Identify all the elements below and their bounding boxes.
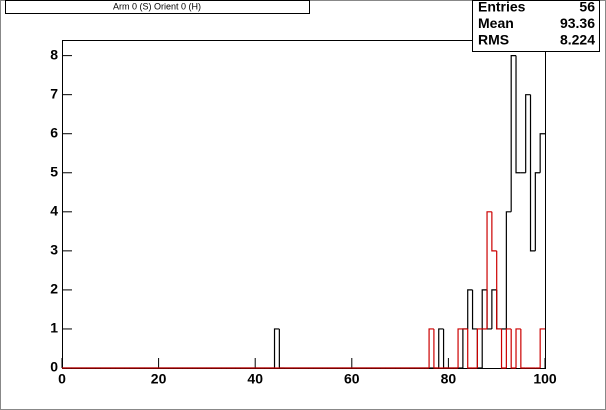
histogram-step [539,133,545,173]
histogram-step [457,328,463,368]
stats-box [472,0,600,52]
stats-value: 8.224 [560,32,595,48]
y-tick-label: 7 [50,85,58,101]
stats-label: Entries [478,0,526,15]
histogram-step [491,211,497,252]
x-tick-label: 0 [58,371,66,387]
x-tick-label: 20 [151,371,167,387]
histogram-step [476,328,483,368]
histogram-step [471,289,478,330]
histogram-step [525,94,531,173]
histogram-step [505,211,512,329]
x-tick-label: 40 [247,371,263,387]
x-tick-label: 80 [441,371,457,387]
histogram-step [510,328,517,369]
stats-label: RMS [478,32,509,48]
histogram-step [491,289,497,329]
histogram-step [520,328,526,369]
stats-value: 56 [579,0,595,15]
y-tick-label: 8 [50,46,58,62]
histogram-step [500,328,507,369]
histogram-step [515,328,521,368]
histogram-step [539,328,545,368]
histogram-step [515,55,521,174]
histogram-step [534,172,541,251]
y-tick-label: 1 [50,320,58,336]
histogram-step [273,328,280,368]
histogram-step [505,328,512,368]
title-box [5,0,310,14]
y-tick-label: 5 [50,163,58,179]
histogram-step [529,94,536,252]
y-tick-label: 0 [50,359,58,375]
histogram-step [433,328,439,369]
chart-title: Arm 0 (S) Orient 0 (H) [113,1,201,11]
histogram-step [486,211,492,329]
histogram-step [510,55,517,212]
x-tick-label: 60 [344,371,360,387]
y-tick-label: 4 [50,203,58,219]
histogram-step [481,289,488,368]
histogram-step [428,328,434,368]
y-tick-label: 3 [50,242,58,258]
histogram-step [438,328,444,368]
stats-label: Mean [478,15,514,31]
stats-value: 93.36 [560,15,595,31]
y-tick-label: 6 [50,124,58,140]
histogram-step [467,289,473,329]
histogram-step [496,250,502,330]
y-tick-label: 2 [50,281,58,297]
x-tick-label: 100 [533,371,557,387]
histogram-step [467,328,473,369]
